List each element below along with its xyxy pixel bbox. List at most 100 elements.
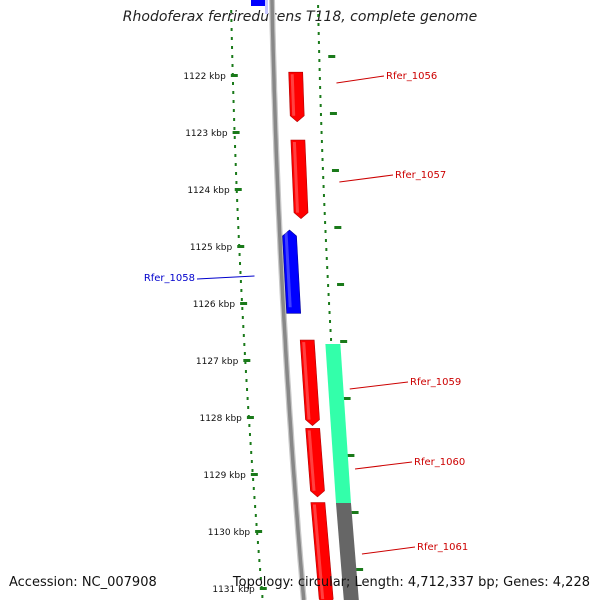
- minor-tick-inner: [244, 361, 247, 364]
- tick-label: 1123 kbp: [185, 129, 228, 139]
- minor-tick-inner: [250, 451, 253, 454]
- gene-highlight: [292, 142, 299, 213]
- minor-tick-outer: [320, 122, 323, 125]
- minor-tick-outer: [318, 77, 321, 80]
- minor-tick-inner: [230, 28, 233, 31]
- minor-tick-outer: [328, 311, 331, 314]
- major-tick: [243, 359, 251, 362]
- minor-tick-inner: [246, 397, 249, 400]
- minor-tick-inner: [258, 559, 261, 562]
- minor-tick-outer: [326, 266, 329, 269]
- accession-text: Accession: NC_007908: [9, 575, 157, 590]
- minor-tick-inner: [230, 10, 233, 13]
- major-tick-outer: [347, 454, 355, 457]
- minor-tick-inner: [243, 343, 246, 346]
- minor-tick-inner: [257, 550, 260, 553]
- minor-tick-outer: [329, 320, 332, 323]
- major-tick-outer: [329, 112, 337, 115]
- minor-tick-inner: [238, 253, 241, 256]
- tick-label: 1129 kbp: [203, 471, 246, 481]
- gene-label-rfer_1060[interactable]: Rfer_1060: [414, 457, 465, 468]
- gene-label-rfer_1061[interactable]: Rfer_1061: [417, 542, 468, 553]
- minor-tick-outer: [317, 23, 320, 26]
- minor-tick-inner: [259, 577, 262, 580]
- tick-label: 1122 kbp: [183, 72, 226, 82]
- minor-tick-outer: [317, 14, 320, 17]
- minor-tick-inner: [254, 514, 257, 517]
- minor-tick-inner: [234, 163, 237, 166]
- minor-tick-inner: [235, 190, 238, 193]
- minor-tick-inner: [246, 388, 249, 391]
- minor-tick-outer: [325, 257, 328, 260]
- gene-arrow-rfer_1061[interactable]: [310, 502, 334, 600]
- gene-arrow-rfer_1060[interactable]: [305, 428, 325, 498]
- minor-tick-outer: [317, 5, 320, 8]
- major-tick-outer: [334, 226, 342, 229]
- minor-tick-outer: [324, 239, 327, 242]
- minor-tick-inner: [236, 199, 239, 202]
- minor-tick-outer: [319, 113, 322, 116]
- gene-labels: Rfer_1056 Rfer_1057 Rfer_1058 Rfer_1059 Rfer…: [144, 71, 468, 555]
- gene-label-rfer_1057[interactable]: Rfer_1057: [395, 170, 446, 181]
- minor-tick-inner: [241, 316, 244, 319]
- minor-tick-outer: [324, 230, 327, 233]
- minor-tick-inner: [239, 271, 242, 274]
- gene-label-rfer_1059[interactable]: Rfer_1059: [410, 377, 461, 388]
- gene-label-rfer_1056[interactable]: Rfer_1056: [386, 71, 437, 82]
- minor-tick-outer: [324, 221, 327, 224]
- minor-tick-inner: [242, 334, 245, 337]
- label-connector: [361, 546, 416, 555]
- gene-arrow-rfer_1058[interactable]: [282, 229, 302, 314]
- gene-arrow-rfer_1059[interactable]: [299, 339, 320, 426]
- minor-tick-inner: [259, 568, 262, 571]
- gene-track: [251, 0, 334, 600]
- minor-tick-outer: [319, 86, 322, 89]
- backbone-line: [270, 0, 306, 600]
- gene-highlight: [307, 430, 316, 491]
- minor-tick-outer: [327, 293, 330, 296]
- gene-label-rfer_1058[interactable]: Rfer_1058: [144, 273, 195, 284]
- minor-tick-inner: [250, 460, 253, 463]
- feature-green: [325, 344, 351, 503]
- minor-tick-outer: [323, 203, 326, 206]
- minor-tick-outer: [328, 302, 331, 305]
- tick-label: 1128 kbp: [199, 414, 242, 424]
- minor-tick-outer: [322, 176, 325, 179]
- genome-summary-text: Topology: circular; Length: 4,712,337 bp…: [232, 575, 590, 590]
- minor-tick-inner: [240, 289, 243, 292]
- minor-tick-outer: [322, 194, 325, 197]
- major-tick-outer: [351, 511, 359, 514]
- minor-tick-outer: [323, 212, 326, 215]
- gene-arrow-rfer_1056[interactable]: [288, 71, 305, 123]
- minor-tick-inner: [231, 55, 234, 58]
- minor-tick-inner: [234, 154, 237, 157]
- minor-tick-outer: [320, 131, 323, 134]
- minor-tick-inner: [245, 379, 248, 382]
- minor-tick-outer: [317, 41, 320, 44]
- minor-tick-inner: [249, 442, 252, 445]
- minor-tick-outer: [320, 140, 323, 143]
- major-tick-outer: [340, 340, 348, 343]
- minor-tick-inner: [253, 496, 256, 499]
- gene-highlight: [312, 504, 325, 600]
- tick-label: 1131 kbp: [212, 585, 255, 595]
- minor-tick-inner: [239, 262, 242, 265]
- major-tick-outer: [337, 283, 345, 286]
- major-tick: [250, 473, 258, 476]
- minor-tick-inner: [256, 541, 259, 544]
- gene-arrow-rfer_1057[interactable]: [290, 139, 309, 219]
- backbone: [269, 0, 307, 600]
- feature-gray: [335, 503, 359, 600]
- tick-label: 1127 kbp: [196, 357, 239, 367]
- minor-tick-inner: [236, 217, 239, 220]
- major-tick: [240, 302, 248, 305]
- major-tick: [259, 587, 267, 590]
- minor-tick-inner: [232, 100, 235, 103]
- gene-highlight: [302, 342, 311, 420]
- major-tick: [230, 74, 238, 77]
- tick-label: 1126 kbp: [193, 300, 236, 310]
- major-tick-outer: [328, 55, 336, 58]
- major-tick: [246, 416, 254, 419]
- minor-tick-inner: [233, 127, 236, 130]
